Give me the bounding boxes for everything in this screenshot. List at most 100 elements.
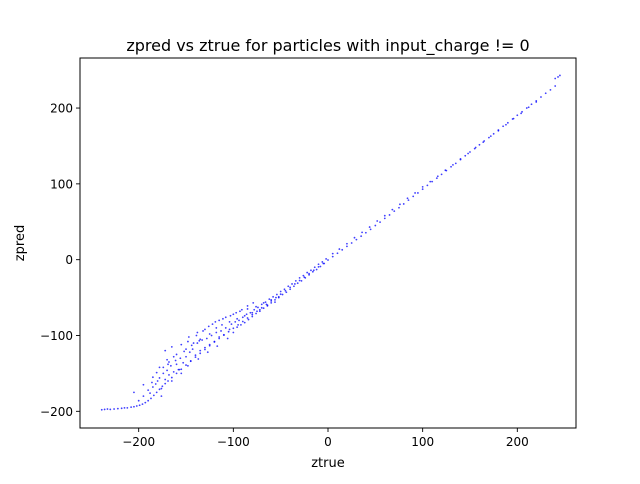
data-point <box>285 291 288 294</box>
data-point <box>275 296 277 299</box>
data-point <box>516 114 519 117</box>
data-point <box>306 271 309 274</box>
data-point <box>151 376 154 379</box>
data-point <box>237 323 239 326</box>
data-point <box>325 258 328 260</box>
data-point <box>167 380 169 382</box>
data-point <box>174 359 177 362</box>
data-point <box>188 351 191 354</box>
x-tick-label: 0 <box>324 435 332 449</box>
data-point <box>304 276 307 279</box>
data-point <box>109 408 112 411</box>
data-point <box>158 366 161 369</box>
data-point <box>417 192 419 194</box>
data-point <box>492 132 495 135</box>
data-point <box>190 344 193 347</box>
data-point <box>222 333 225 336</box>
data-point <box>450 165 452 168</box>
data-point <box>281 293 284 296</box>
data-point <box>512 117 515 120</box>
data-point <box>204 346 206 349</box>
data-point <box>147 389 150 391</box>
data-point <box>135 405 138 407</box>
data-point <box>241 320 244 323</box>
data-point <box>215 331 218 334</box>
data-point <box>258 308 261 311</box>
data-point <box>103 408 106 411</box>
data-point <box>310 269 312 272</box>
data-point <box>168 374 170 376</box>
data-point <box>266 305 269 307</box>
data-point <box>247 318 250 321</box>
data-point <box>197 358 200 360</box>
data-point <box>289 288 292 291</box>
data-point <box>360 235 363 238</box>
data-point <box>506 121 509 124</box>
data-point <box>346 245 348 248</box>
data-point <box>187 364 189 367</box>
data-point <box>194 356 197 359</box>
data-point <box>126 407 129 409</box>
data-point <box>260 306 263 309</box>
data-point <box>155 371 158 374</box>
data-point <box>194 354 197 357</box>
data-point <box>216 345 219 348</box>
data-point <box>444 169 447 172</box>
data-point <box>327 259 329 261</box>
x-tick-label: −100 <box>217 435 250 449</box>
data-point <box>169 364 172 367</box>
data-point <box>264 301 267 304</box>
data-point <box>168 361 170 363</box>
data-point <box>296 282 299 285</box>
data-point <box>211 323 214 326</box>
data-point <box>214 320 217 323</box>
data-point <box>505 123 507 126</box>
data-point <box>429 180 432 183</box>
data-point <box>185 348 187 351</box>
data-point <box>199 349 202 352</box>
data-point <box>196 342 199 344</box>
data-point <box>308 273 310 276</box>
data-point <box>300 280 303 282</box>
data-point <box>179 357 182 360</box>
data-point <box>205 337 208 340</box>
data-point <box>144 401 147 404</box>
data-point <box>170 380 173 382</box>
data-point <box>199 338 202 341</box>
data-point <box>383 214 386 217</box>
data-point <box>229 314 232 317</box>
data-point <box>218 319 221 322</box>
data-point <box>374 224 377 227</box>
data-point <box>530 103 533 106</box>
data-point <box>164 378 167 381</box>
data-point <box>554 85 557 87</box>
data-point <box>251 311 254 314</box>
data-point <box>238 319 240 322</box>
data-point <box>350 242 353 244</box>
data-point <box>185 364 187 366</box>
data-point <box>291 283 293 285</box>
data-point <box>246 317 249 319</box>
data-point <box>208 333 211 335</box>
data-point <box>544 92 547 95</box>
data-point <box>361 231 363 234</box>
x-tick-label: 200 <box>506 435 529 449</box>
data-point <box>198 339 201 342</box>
data-point <box>154 383 157 385</box>
x-tick-label: 100 <box>411 435 434 449</box>
data-point <box>230 323 233 326</box>
data-point <box>116 407 119 410</box>
data-point <box>232 327 235 330</box>
data-point <box>240 323 242 326</box>
data-point <box>133 391 135 394</box>
data-point <box>172 355 175 358</box>
data-point <box>123 407 126 409</box>
data-point <box>180 368 183 371</box>
data-point <box>459 157 462 160</box>
data-point <box>160 395 163 398</box>
data-point <box>130 406 133 409</box>
data-point <box>341 248 344 251</box>
data-point <box>210 334 213 337</box>
data-point <box>251 315 254 318</box>
